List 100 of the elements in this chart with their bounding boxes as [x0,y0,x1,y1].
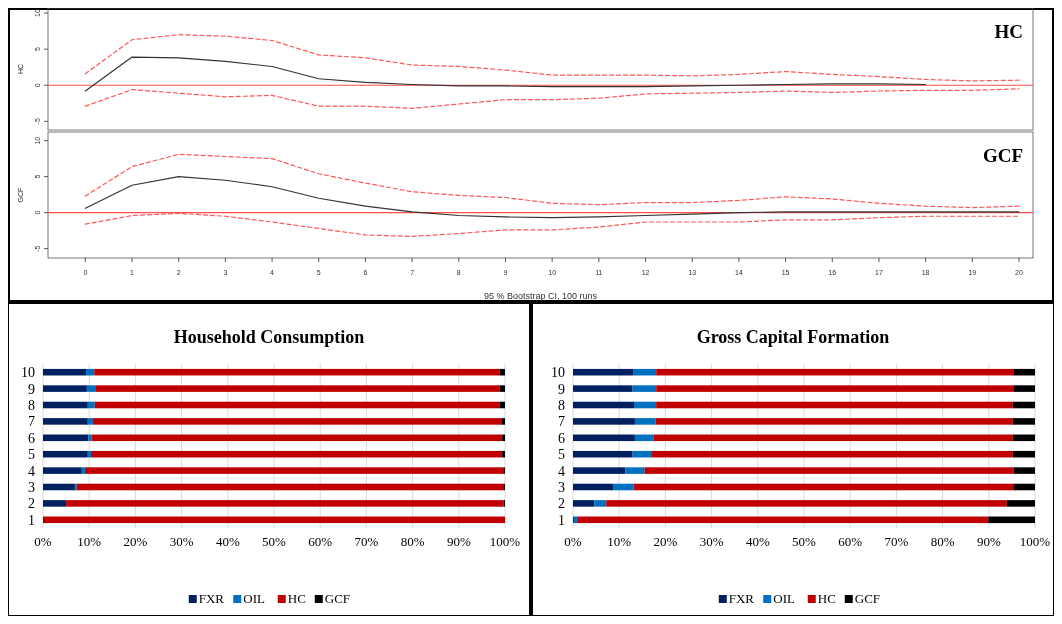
legend-label: FXR [198,591,225,606]
y-tick-label: 10 [21,365,35,381]
legend-label: HC [287,591,306,606]
bar [87,418,93,425]
bar [499,385,505,392]
x-tick-label: 80% [930,534,955,549]
x-tick-label: 70% [884,534,909,549]
bar [94,401,500,409]
bar [85,467,505,474]
bar [43,401,88,409]
bar [76,483,505,491]
bar [633,401,657,409]
bar [652,450,1013,458]
y-tick-label: 7 [28,414,35,430]
bar [573,467,626,474]
bar [606,500,1007,507]
bar [1012,434,1035,442]
bar [573,483,614,491]
x-tick-label: 30% [699,534,724,549]
y-tick-label: 2 [558,496,565,512]
bar [66,500,504,507]
bar [499,368,505,376]
y-tick-label: 5 [558,447,565,463]
bar [1013,385,1035,392]
bar [625,467,645,474]
bar [94,368,500,376]
bar [656,385,1014,392]
y-tick-label: 1 [558,512,565,528]
bar [87,401,95,409]
y-tick-label: 4 [558,463,565,479]
legend-label: GCF [324,591,351,606]
bar [634,418,656,425]
bar [633,483,1014,491]
y-tick-label: 7 [558,414,565,430]
bar [1012,401,1035,409]
bar [499,401,505,409]
y-tick-label: 8 [28,398,35,413]
y-tick-label: 5 [28,447,35,463]
x-tick-label: 10% [607,534,632,549]
bar [81,467,86,474]
bar [632,450,652,458]
y-tick-label: 3 [28,480,35,495]
bar [1013,467,1035,474]
bar [656,368,1014,376]
bar [95,385,500,392]
bar [91,434,503,442]
bar [92,418,502,425]
y-tick-label: 3 [558,480,565,495]
bar [43,385,87,392]
bar [632,385,657,392]
x-tick-label: 90% [976,534,1001,549]
bar [43,434,89,442]
bar [1013,483,1035,491]
bar [988,516,1035,524]
bar [43,483,75,491]
bar [1006,500,1035,507]
x-tick-label: 0% [34,534,52,549]
bar [573,368,634,376]
bar [86,385,96,392]
y-tick-label: 8 [558,398,565,413]
chart-title: Gross Capital Formation [696,327,890,347]
x-tick-label: 100% [489,534,521,549]
y-tick-label: 2 [28,496,35,512]
legend-label: HC [817,591,836,606]
x-tick-label: 50% [262,534,287,549]
x-tick-label: 70% [354,534,379,549]
bar [653,434,1013,442]
bar [613,483,634,491]
x-tick-label: 60% [838,534,863,549]
bar [88,434,92,442]
x-tick-label: 100% [1019,534,1051,549]
x-axis-title: 95 % Bootstrap CI, 100 runs [483,291,598,301]
bar [43,516,505,524]
chart-title: Household Consumption [173,327,365,347]
bar [502,450,505,458]
bar [1012,450,1035,458]
x-tick-label: 20% [123,534,148,549]
legend-label: GCF [854,591,881,606]
line-series [84,56,927,92]
x-tick-label: 10% [77,534,102,549]
x-tick-label: 0% [564,534,582,549]
bar [91,450,503,458]
x-tick-label: 30% [169,534,194,549]
bar [43,450,88,458]
bar [633,368,657,376]
y-tick-label: 6 [28,430,35,446]
bar [43,500,67,507]
bar [43,467,82,474]
bar [502,434,505,442]
bar [573,418,635,425]
legend-label: FXR [728,591,755,606]
x-tick-label: 40% [215,534,240,549]
bar [573,401,634,409]
x-tick-label: 20% [653,534,678,549]
y-tick-label: 6 [558,430,565,446]
x-tick-label: 80% [400,534,425,549]
text: GCF [982,145,1023,166]
bar [1012,418,1035,425]
bar [573,434,635,442]
bar [644,467,1014,474]
